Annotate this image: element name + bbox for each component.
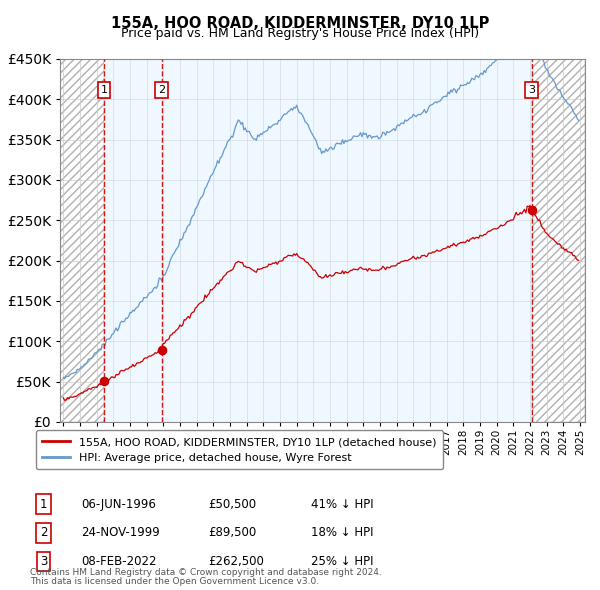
Bar [532, 59, 585, 422]
Text: 41% ↓ HPI: 41% ↓ HPI [311, 498, 373, 511]
Text: 1: 1 [100, 85, 107, 95]
Point [157, 345, 166, 355]
Text: £50,500: £50,500 [208, 498, 256, 511]
Text: 3: 3 [40, 555, 47, 568]
Legend: 155A, HOO ROAD, KIDDERMINSTER, DY10 1LP (detached house), HPI: Average price, de: 155A, HOO ROAD, KIDDERMINSTER, DY10 1LP … [35, 430, 443, 469]
Text: This data is licensed under the Open Government Licence v3.0.: This data is licensed under the Open Gov… [30, 578, 319, 586]
Text: 3: 3 [528, 85, 535, 95]
Bar [161, 59, 532, 422]
Text: 25% ↓ HPI: 25% ↓ HPI [311, 555, 373, 568]
Text: Contains HM Land Registry data © Crown copyright and database right 2024.: Contains HM Land Registry data © Crown c… [30, 568, 382, 577]
Text: Price paid vs. HM Land Registry's House Price Index (HPI): Price paid vs. HM Land Registry's House … [121, 27, 479, 40]
Bar [104, 59, 161, 422]
Bar [60, 59, 104, 422]
Text: 2: 2 [40, 526, 47, 539]
Text: 1: 1 [40, 498, 47, 511]
Text: 18% ↓ HPI: 18% ↓ HPI [311, 526, 373, 539]
Text: £89,500: £89,500 [208, 526, 256, 539]
Point [99, 376, 109, 386]
Text: 06-JUN-1996: 06-JUN-1996 [82, 498, 156, 511]
Text: 155A, HOO ROAD, KIDDERMINSTER, DY10 1LP: 155A, HOO ROAD, KIDDERMINSTER, DY10 1LP [111, 16, 489, 31]
Text: 08-FEB-2022: 08-FEB-2022 [82, 555, 157, 568]
Point [527, 205, 536, 215]
Text: £262,500: £262,500 [208, 555, 264, 568]
Text: 2: 2 [158, 85, 165, 95]
Text: 24-NOV-1999: 24-NOV-1999 [82, 526, 160, 539]
